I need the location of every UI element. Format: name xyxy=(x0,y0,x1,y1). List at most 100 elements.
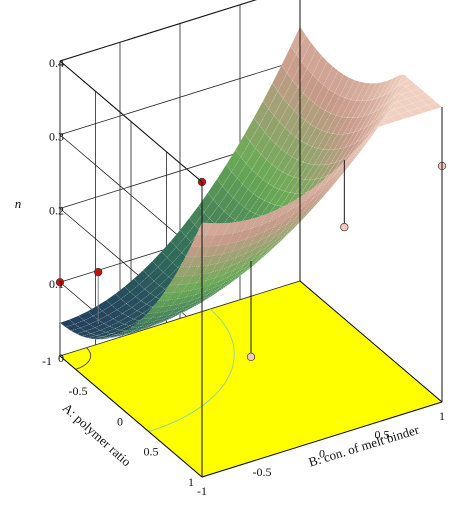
surface-cell-21-23 xyxy=(386,93,403,111)
surface-cell-10-1 xyxy=(123,330,139,336)
surface-cell-9-21 xyxy=(302,146,319,165)
surface-cell-23-24 xyxy=(406,95,423,104)
x-tick-4: 1 xyxy=(188,475,194,489)
surface-cell-24-1 xyxy=(199,234,216,247)
surface-cell-23-25 xyxy=(415,92,432,101)
surface-cell-0-14 xyxy=(188,205,205,226)
surface-cell-2-9 xyxy=(153,272,170,286)
surface-cell-21-13 xyxy=(294,209,310,226)
surface-cell-5-25 xyxy=(317,61,334,86)
surface-cell-3-8 xyxy=(149,285,166,298)
surface-cell-14-22 xyxy=(339,131,355,150)
surface-cell-8-23 xyxy=(315,110,331,131)
frame-edge-5 xyxy=(201,401,443,478)
frame-edge-2 xyxy=(59,0,257,62)
surface-cell-10-22 xyxy=(317,132,333,150)
surface-cell-3-4 xyxy=(112,313,129,323)
surface-cell-10-25 xyxy=(345,79,361,100)
surface-cell-9-20 xyxy=(293,161,309,179)
surface-cell-0-10 xyxy=(152,251,168,268)
surface-cell-6-19 xyxy=(267,168,284,187)
surface-cell-11-21 xyxy=(313,149,329,166)
surface-cell-5-1 xyxy=(95,332,112,337)
surface-cell-19-6 xyxy=(219,269,234,282)
surface-cell-17-21 xyxy=(346,139,362,158)
surface-cell-10-21 xyxy=(308,148,324,166)
surface-cell-18-25 xyxy=(388,74,405,93)
surface-cell-1-15 xyxy=(203,199,219,219)
surface-cell-14-3 xyxy=(164,311,179,319)
surface-cell-3-9 xyxy=(159,276,175,290)
surface-cell-5-22 xyxy=(290,115,306,138)
surface-cell-24-2 xyxy=(209,234,225,247)
surface-cell-14-21 xyxy=(329,147,346,165)
surface-cell-13-19 xyxy=(305,177,322,194)
surface-cell-4-18 xyxy=(247,174,263,194)
surface-cell-24-5 xyxy=(236,228,253,243)
surface-cell-19-9 xyxy=(246,253,262,267)
surface-cell-0-21 xyxy=(253,100,269,126)
surface-cell-2-4 xyxy=(107,309,123,320)
surface-cell-0-17 xyxy=(216,164,232,187)
surface-cell-10-0 xyxy=(114,332,130,337)
surface-cell-12-22 xyxy=(328,133,344,151)
surface-cell-17-9 xyxy=(235,266,251,279)
surface-cell-23-4 xyxy=(222,241,238,255)
y-tick-4: 1 xyxy=(439,409,445,423)
surface-cell-14-2 xyxy=(154,314,170,322)
surface-cell-19-5 xyxy=(209,273,226,286)
surface-cell-14-5 xyxy=(182,303,198,313)
surface-cell-7-24 xyxy=(319,89,335,111)
x-tick-2: 0 xyxy=(117,414,123,428)
surface-cell-25-3 xyxy=(223,221,240,235)
surface-cell-25-6 xyxy=(251,213,267,229)
surface-cell-25-11 xyxy=(297,188,313,206)
surface-cell-22-16 xyxy=(327,172,343,191)
surface-cell-4-5 xyxy=(127,310,144,320)
surface-cell-13-22 xyxy=(333,133,350,151)
surface-cell-21-11 xyxy=(276,225,292,241)
surface-cell-4-0 xyxy=(81,333,98,339)
z-tick-2: 0.2 xyxy=(49,203,64,217)
surface-cell-20-12 xyxy=(279,224,295,241)
surface-cell-20-6 xyxy=(224,261,240,275)
surface-cell-20-4 xyxy=(205,269,222,281)
surface-cell-7-20 xyxy=(282,156,298,176)
surface-cell-0-20 xyxy=(244,117,260,142)
surface-cell-25-9 xyxy=(279,200,295,218)
z-tick-1: 0.1 xyxy=(49,277,64,291)
surface-cell-23-17 xyxy=(342,153,358,173)
surface-cell-13-23 xyxy=(342,117,359,135)
surface-cell-0-24 xyxy=(281,45,297,74)
frame-edge-1 xyxy=(59,60,203,183)
surface-cell-8-17 xyxy=(260,202,276,219)
surface-cell-3-17 xyxy=(233,183,249,204)
tick-labels: 00.10.20.30.4-1-0.500.51-1-0.500.51 xyxy=(42,56,445,498)
surface-cell-24-23 xyxy=(402,103,419,112)
surface-cell-20-0 xyxy=(168,276,185,286)
surface-cell-2-2 xyxy=(88,319,105,328)
surface-cell-2-22 xyxy=(273,98,289,123)
x-tick-3: 0.5 xyxy=(144,445,159,459)
surface-cell-5-5 xyxy=(133,313,149,322)
surface-cell-18-7 xyxy=(222,272,238,284)
surface-cell-16-22 xyxy=(349,127,366,146)
surface-cell-1-11 xyxy=(166,246,182,264)
surface-cell-14-23 xyxy=(348,115,364,134)
surface-cell-0-13 xyxy=(179,217,195,237)
surface-cell-9-25 xyxy=(339,77,355,99)
surface-cell-4-6 xyxy=(136,303,153,314)
floor-contour-outer xyxy=(148,308,235,433)
surface-cell-25-7 xyxy=(260,209,277,226)
surface-cell-12-21 xyxy=(319,149,335,166)
surface-cell-1-22 xyxy=(268,90,284,117)
surface-cell-24-3 xyxy=(218,232,234,246)
surface-cell-24-13 xyxy=(310,183,326,201)
x-axis-label: A: polymer ratio xyxy=(60,400,134,469)
x-tick-0: -1 xyxy=(42,354,52,368)
surface-cell-2-25 xyxy=(301,42,317,69)
surface-cell-6-0 xyxy=(92,336,108,340)
surface-cell-23-0 xyxy=(185,245,201,258)
surface-cell-1-24 xyxy=(286,53,302,81)
surface-cell-25-4 xyxy=(233,219,249,234)
